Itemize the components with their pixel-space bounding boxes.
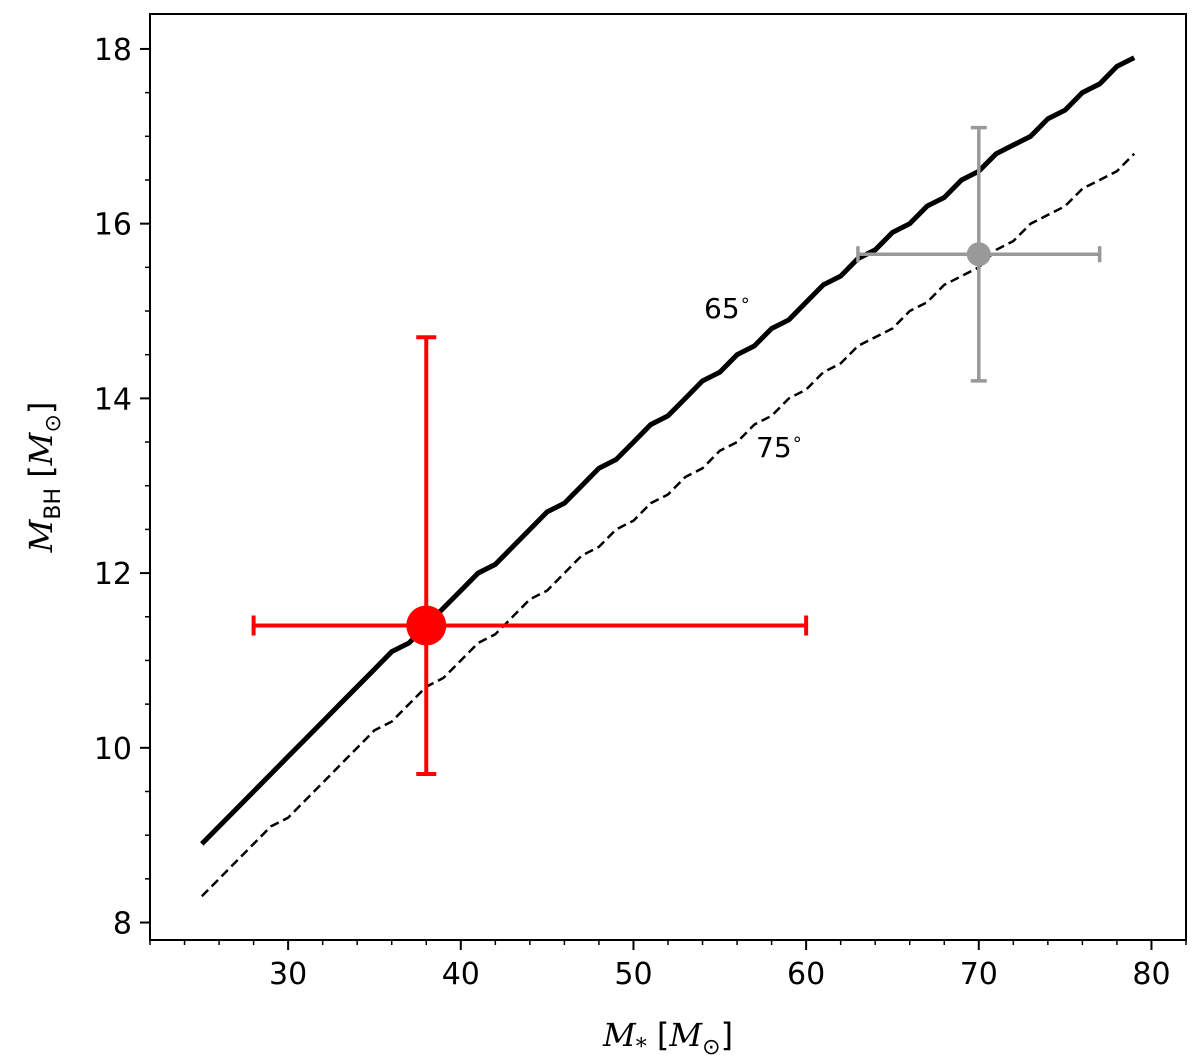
axis-ticks: 30 40 50 60 70 80 8 10 12 14 16 18 (94, 33, 1187, 992)
x-tick-label: 50 (614, 957, 652, 992)
x-axis-label: M* [M⊙] (602, 1016, 733, 1060)
data-point-marker (406, 605, 447, 646)
x-tick-label: 40 (442, 957, 480, 992)
red-data-point-group (251, 335, 809, 777)
x-tick-label: 70 (960, 957, 998, 992)
y-axis-label: MBH [M⊙] (22, 402, 66, 554)
series-line-dashed (200, 152, 1136, 898)
grey-data-point-group (856, 125, 1102, 383)
annotation-65: 65∘ (704, 290, 751, 325)
data-point-marker (966, 242, 991, 267)
y-tick-label: 8 (113, 907, 132, 942)
plot-area: 65∘ 75∘ (200, 55, 1136, 898)
y-tick-label: 14 (94, 382, 132, 417)
x-tick-label: 80 (1132, 957, 1170, 992)
series-line-solid (200, 55, 1136, 846)
annotation-75: 75∘ (756, 429, 803, 464)
x-tick-label: 30 (269, 957, 307, 992)
x-tick-label: 60 (787, 957, 825, 992)
y-tick-label: 18 (94, 33, 132, 68)
y-tick-label: 12 (94, 557, 132, 592)
y-tick-label: 10 (94, 732, 132, 767)
y-tick-label: 16 (94, 208, 132, 243)
